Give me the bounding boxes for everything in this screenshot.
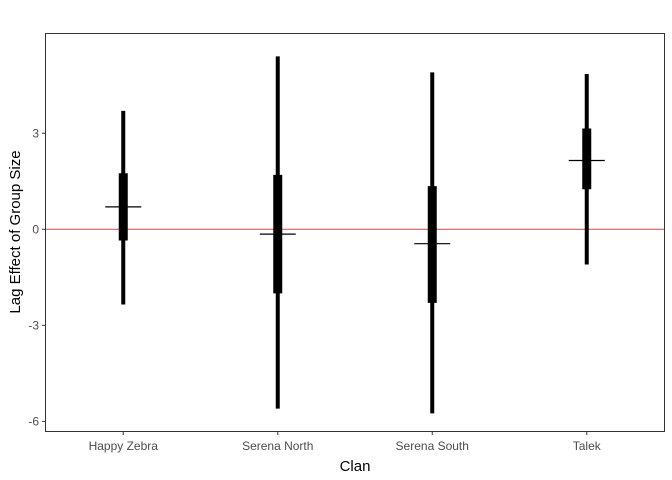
x-tick-label: Talek — [573, 439, 602, 453]
x-tick-label: Serena North — [242, 439, 313, 453]
interval-group — [414, 72, 451, 414]
intervals — [105, 56, 605, 414]
interval-group — [105, 110, 142, 305]
interval-group — [259, 56, 296, 409]
panel-border — [45, 33, 665, 432]
interval-group — [568, 74, 605, 265]
y-tick-label: 3 — [32, 126, 39, 140]
y-tick-label: -6 — [28, 414, 39, 428]
x-tick-label: Happy Zebra — [89, 439, 159, 453]
y-tick-label: 0 — [32, 222, 39, 236]
x-tick-label: Serena South — [396, 439, 469, 453]
x-axis: Happy Zebra Serena North Serena South Talek — [89, 431, 602, 453]
y-axis-title: Lag Effect of Group Size — [7, 150, 24, 313]
x-axis-title: Clan — [340, 458, 371, 475]
y-tick-label: -3 — [28, 318, 39, 332]
y-axis: -6 -3 0 3 — [28, 126, 46, 428]
